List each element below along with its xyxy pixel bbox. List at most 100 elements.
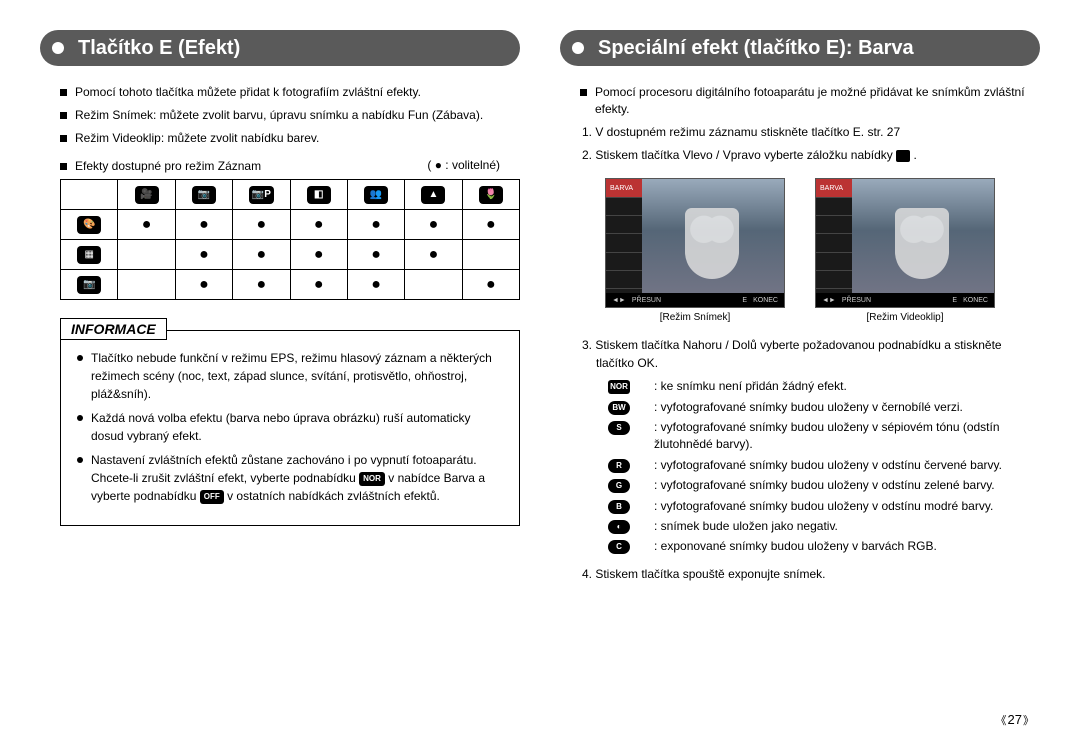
effect-color-icon: 🎨	[77, 216, 101, 234]
left-bullet-3: Režim Videoklip: můžete zvolit nabídku b…	[60, 130, 520, 147]
table-cell: ●	[347, 270, 404, 300]
table-cell: ●	[175, 240, 232, 270]
table-cell: ●	[462, 210, 519, 240]
step-4: 4. Stiskem tlačítka spouště exponujte sn…	[582, 566, 1040, 583]
table-rowhead: 📷	[61, 270, 118, 300]
lcd-tab	[816, 234, 852, 252]
off-pill-icon: OFF	[200, 490, 224, 504]
left-header: Tlačítko E (Efekt)	[40, 30, 520, 66]
lcd-preview	[852, 179, 994, 307]
right-intro-text: Pomocí procesoru digitálního fotoaparátu…	[595, 84, 1040, 118]
lcd-screen: BARVA ◄► PŘESUN E KONEC	[815, 178, 995, 308]
table-cell: ●	[233, 270, 290, 300]
lcd-screen: BARVA ◄► PŘESUN E KONEC	[605, 178, 785, 308]
header-bullet-icon	[52, 42, 64, 54]
legend-text: : snímek bude uložen jako negativ.	[654, 518, 1040, 535]
lcd-tab: BARVA	[816, 179, 852, 197]
effect-adjust-icon: ▦	[77, 246, 101, 264]
screens-row: BARVA ◄► PŘESUN E KONEC	[560, 178, 1040, 323]
legend-negative-icon: ◐	[608, 520, 630, 534]
table-cell	[405, 270, 462, 300]
left-column: Tlačítko E (Efekt) Pomocí tohoto tlačítk…	[40, 30, 520, 589]
legend-row: BW : vyfotografované snímky budou uložen…	[608, 399, 1040, 416]
legend-row: NOR : ke snímku není přidán žádný efekt.	[608, 378, 1040, 395]
screen-label-video: [Režim Videoklip]	[815, 312, 995, 323]
lcd-tab: BARVA	[606, 179, 642, 197]
legend-row: R : vyfotografované snímky budou uloženy…	[608, 457, 1040, 474]
lcd-tab	[816, 198, 852, 216]
legend-row: C : exponované snímky budou uloženy v ba…	[608, 538, 1040, 555]
effect-fun-icon: 📷	[77, 276, 101, 294]
legend-red-icon: R	[608, 459, 630, 473]
table-cell: ●	[233, 210, 290, 240]
right-header: Speciální efekt (tlačítko E): Barva	[560, 30, 1040, 66]
legend-green-icon: G	[608, 479, 630, 493]
mode-movie-icon: 🎥	[135, 186, 159, 204]
table-header-cell: 🌷	[462, 180, 519, 210]
lcd-tab	[606, 216, 642, 234]
screen-video: BARVA ◄► PŘESUN E KONEC	[815, 178, 995, 323]
square-bullet-icon	[580, 89, 587, 96]
menu-tab-icon	[896, 150, 910, 162]
table-cell: ●	[405, 240, 462, 270]
square-bullet-icon	[60, 135, 67, 142]
mode-flower-icon: 🌷	[479, 186, 503, 204]
lcd-tab	[816, 271, 852, 289]
info-item: Každá nová volba efektu (barva nebo úpra…	[77, 409, 503, 445]
legend-row: B : vyfotografované snímky budou uloženy…	[608, 498, 1040, 515]
info-label: INFORMACE	[60, 318, 167, 340]
table-rowhead: ▦	[61, 240, 118, 270]
legend-row: ◐ : snímek bude uložen jako negativ.	[608, 518, 1040, 535]
screen-label-photo: [Režim Snímek]	[605, 312, 785, 323]
right-header-text: Speciální efekt (tlačítko E): Barva	[598, 37, 914, 60]
step-3: 3. Stiskem tlačítka Nahoru / Dolů vybert…	[582, 337, 1040, 372]
table-caption: Efekty dostupné pro režim Záznam ( ● : v…	[60, 158, 500, 175]
table-cell: ●	[347, 210, 404, 240]
table-cell: ●	[175, 270, 232, 300]
lcd-side-tabs: BARVA	[816, 179, 852, 307]
table-cell: ●	[290, 210, 347, 240]
legend-text: : exponované snímky budou uloženy v barv…	[654, 538, 1040, 555]
legend-sepia-icon: S	[608, 421, 630, 435]
legend-nor-icon: NOR	[608, 380, 630, 394]
table-cell: ●	[290, 270, 347, 300]
legend-blue-icon: B	[608, 500, 630, 514]
right-intro: Pomocí procesoru digitálního fotoaparátu…	[580, 84, 1040, 118]
table-caption-left: Efekty dostupné pro režim Záznam	[75, 158, 261, 175]
info-box: INFORMACE Tlačítko nebude funkční v reži…	[60, 330, 520, 526]
lcd-tab	[816, 216, 852, 234]
lcd-tab	[816, 253, 852, 271]
table-rowhead: 🎨	[61, 210, 118, 240]
left-bullet-2: Režim Snímek: můžete zvolit barvu, úprav…	[60, 107, 520, 124]
mode-mountain-icon: ▲	[421, 186, 445, 204]
left-bullet-2-text: Režim Snímek: můžete zvolit barvu, úprav…	[75, 107, 483, 124]
legend-row: G : vyfotografované snímky budou uloženy…	[608, 477, 1040, 494]
table-caption-right: ( ● : volitelné)	[427, 158, 500, 175]
info-item: Nastavení zvláštních efektů zůstane zach…	[77, 451, 503, 505]
left-header-text: Tlačítko E (Efekt)	[78, 37, 240, 60]
table-row: 📷 ● ● ● ● ●	[61, 270, 520, 300]
legend-text: : vyfotografované snímky budou uloženy v…	[654, 399, 1040, 416]
table-cell	[118, 240, 175, 270]
table-cell: ●	[118, 210, 175, 240]
lcd-tab	[606, 198, 642, 216]
right-column: Speciální efekt (tlačítko E): Barva Pomo…	[560, 30, 1040, 589]
table-header-cell: 📷P	[233, 180, 290, 210]
legend-text: : vyfotografované snímky budou uloženy v…	[654, 419, 1040, 454]
table-cell: ●	[233, 240, 290, 270]
lcd-side-tabs: BARVA	[606, 179, 642, 307]
legend-rgb-icon: C	[608, 540, 630, 554]
table-header-cell: 📷	[175, 180, 232, 210]
table-cell: ●	[175, 210, 232, 240]
legend-text: : ke snímku není přidán žádný efekt.	[654, 378, 1040, 395]
table-header-cell: ◧	[290, 180, 347, 210]
legend-text: : vyfotografované snímky budou uloženy v…	[654, 477, 1040, 494]
left-bullet-3-text: Režim Videoklip: můžete zvolit nabídku b…	[75, 130, 319, 147]
screen-photo: BARVA ◄► PŘESUN E KONEC	[605, 178, 785, 323]
table-cell: ●	[405, 210, 462, 240]
square-bullet-icon	[60, 112, 67, 119]
legend-text: : vyfotografované snímky budou uloženy v…	[654, 498, 1040, 515]
page-number: 27	[996, 712, 1034, 728]
table-header-cell: 👥	[347, 180, 404, 210]
table-header-cell: ▲	[405, 180, 462, 210]
